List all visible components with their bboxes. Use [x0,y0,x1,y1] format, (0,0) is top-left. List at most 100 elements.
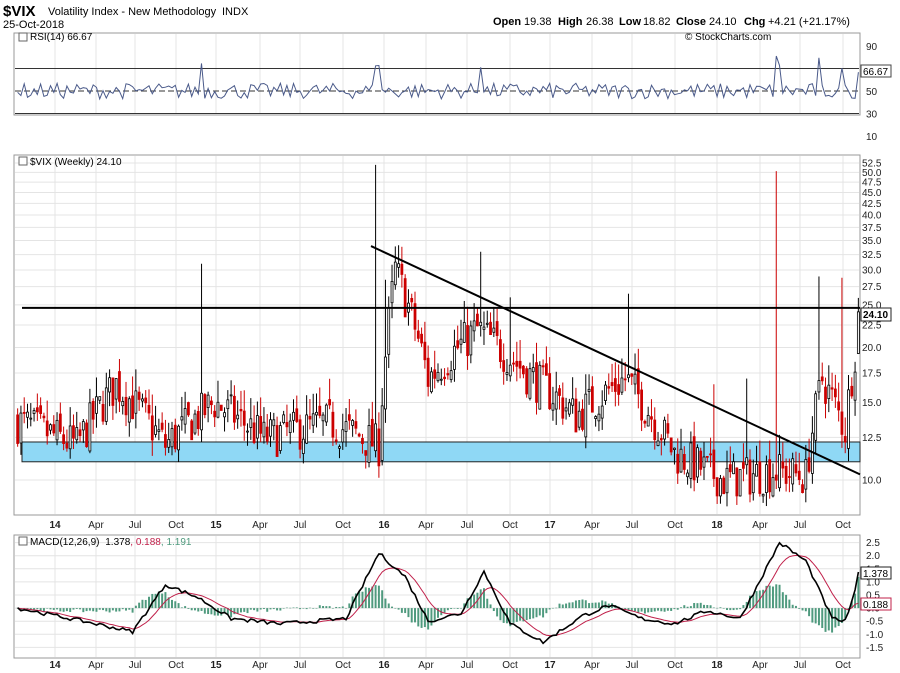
candle-body [817,380,821,393]
macd-legend-signal: 0.188 [136,537,161,548]
macd-panel: MACD(12,26,9) 1.378, 0.188, 1.191 2.5 2.0… [16,536,892,654]
candle-body [646,415,650,427]
macd-legend-macd: 1.378 [105,537,130,548]
macd-hist-bar [213,608,216,616]
candle-body [597,413,601,422]
rsi-panel: RSI(14) 66.67 © StockCharts.com 90705030… [15,32,892,143]
macd-hist-bar [410,608,413,623]
macd-hist-bar [358,591,361,609]
macd-hist-bar [817,608,820,626]
macd-hist-bar [771,586,774,609]
macd-legend-hist: 1.191 [166,537,191,548]
candle-body [791,458,795,485]
macd-hist-bar [571,602,574,609]
candle-body [410,298,414,303]
candle-body [341,429,345,443]
candle-body [577,410,581,428]
candle-body [374,423,377,452]
candle-body [436,371,440,382]
macd-hist-bar [108,608,111,613]
macd-hist-bar [253,608,256,611]
macd-hist-bar [466,598,469,609]
candle-body [768,459,772,493]
macd-hist-bar [837,608,840,627]
candle-body [492,327,496,333]
candle-body [167,439,171,448]
macd-hist-bar [778,584,781,609]
macd-legend-text: MACD(12,26,9) 1.378, 0.188, 1.191 [30,537,192,548]
candle-body [108,377,111,393]
candle-body [164,434,167,448]
x-tick-label: Apr [584,520,600,531]
candle-body [656,440,660,446]
x-tick-label: 17 [544,660,556,671]
macd-hist-bar [69,608,72,612]
macd-hist-bar [207,608,210,615]
candle-body [377,428,381,467]
candle-body [39,405,43,414]
macd-hist-bar [591,602,594,609]
candle-body [856,311,860,354]
macd-hist-bar [98,608,101,610]
candle-body [124,396,128,416]
candle-body [728,464,732,473]
candle-body [778,454,781,489]
candle-body [423,341,427,361]
candle-body [682,454,686,470]
candle-body [216,401,220,418]
candle-body [157,429,161,432]
macd-hist-bar [548,608,551,610]
high-label: High [558,16,583,28]
candle-body [663,419,666,440]
candle-body [479,321,483,327]
macd-hist-bar [105,608,108,612]
macd-hist-bar [542,608,545,618]
macd-hist-bar [36,608,39,610]
macd-hist-bar [42,608,45,612]
macd-hist-bar [532,608,535,619]
candle-body [275,425,279,457]
candle-body [26,411,29,418]
macd-hist-bar [689,606,692,609]
candle-body [433,369,437,379]
candle-body [544,363,548,376]
macd-hist-bar [233,608,236,615]
rsi-last-value-box [860,64,892,78]
macd-hist-bar [535,608,538,618]
candle-body [495,321,499,336]
candle-body [742,462,745,469]
macd-hist-bar [75,608,78,609]
index-name: Volatility Index - New Methodology [48,6,217,18]
macd-hist-bar [19,608,22,611]
macd-panel-frame [13,534,861,659]
candle-body [351,420,355,426]
candle-body [699,450,703,470]
macd-hist-bar [827,608,830,631]
candle-body [384,356,387,410]
candle-body [52,424,56,434]
candle-body [252,422,256,443]
candle-body [272,419,276,427]
candle-body [669,437,673,453]
candle-body [101,404,105,422]
x-tick-label: 15 [210,660,222,671]
macd-hist-bar [305,608,308,610]
macd-hist-bar [522,608,525,622]
macd-hist-bar [338,607,341,609]
macd-hist-bar [308,607,311,609]
x-tick-label: Apr [88,660,104,671]
candle-body [68,425,72,450]
macd-hist-bar [735,608,738,610]
macd-hist-bar [141,599,144,609]
macd-hist-bar [177,603,180,609]
chg-value: +4.21 (+21.17%) [768,16,850,28]
macd-hist-bar [588,603,591,609]
candle-body [847,389,850,449]
macd-hist-bar [200,608,203,611]
macd-hist-bar [545,608,548,614]
macd-hist-bar [752,595,755,609]
macd-tick-label: 2.0 [866,551,880,562]
exchange: INDX [222,6,249,18]
x-tick-label: 17 [544,520,556,531]
candle-body [801,484,804,494]
